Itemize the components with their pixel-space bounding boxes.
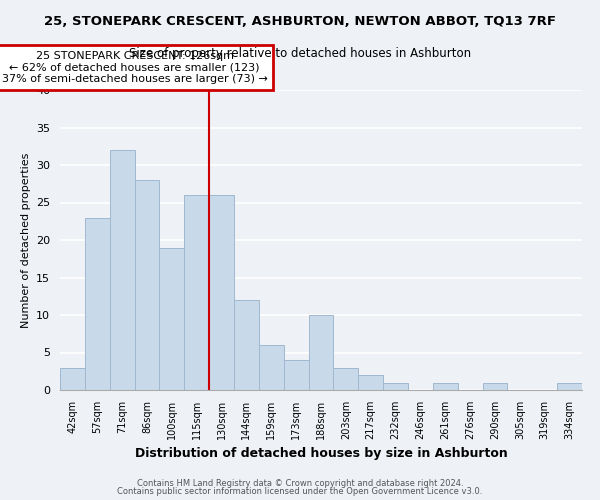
Bar (334, 368, 358, 390)
Bar (557, 382, 582, 390)
Bar (259, 345, 284, 390)
Bar (358, 375, 383, 390)
Text: Contains HM Land Registry data © Crown copyright and database right 2024.: Contains HM Land Registry data © Crown c… (137, 478, 463, 488)
Text: Size of property relative to detached houses in Ashburton: Size of property relative to detached ho… (129, 48, 471, 60)
Bar (433, 382, 458, 390)
X-axis label: Distribution of detached houses by size in Ashburton: Distribution of detached houses by size … (134, 448, 508, 460)
Bar (308, 315, 334, 390)
Bar (160, 248, 184, 390)
Bar (383, 382, 408, 390)
Text: 25 STONEPARK CRESCENT: 126sqm
← 62% of detached houses are smaller (123)
37% of : 25 STONEPARK CRESCENT: 126sqm ← 62% of d… (2, 51, 268, 84)
Bar (110, 150, 134, 390)
Bar (209, 195, 234, 390)
Bar (85, 218, 110, 390)
Bar (60, 368, 85, 390)
Text: 25, STONEPARK CRESCENT, ASHBURTON, NEWTON ABBOT, TQ13 7RF: 25, STONEPARK CRESCENT, ASHBURTON, NEWTO… (44, 15, 556, 28)
Bar (482, 382, 508, 390)
Bar (184, 195, 209, 390)
Bar (284, 360, 308, 390)
Bar (134, 180, 160, 390)
Bar (234, 300, 259, 390)
Y-axis label: Number of detached properties: Number of detached properties (20, 152, 31, 328)
Text: Contains public sector information licensed under the Open Government Licence v3: Contains public sector information licen… (118, 487, 482, 496)
